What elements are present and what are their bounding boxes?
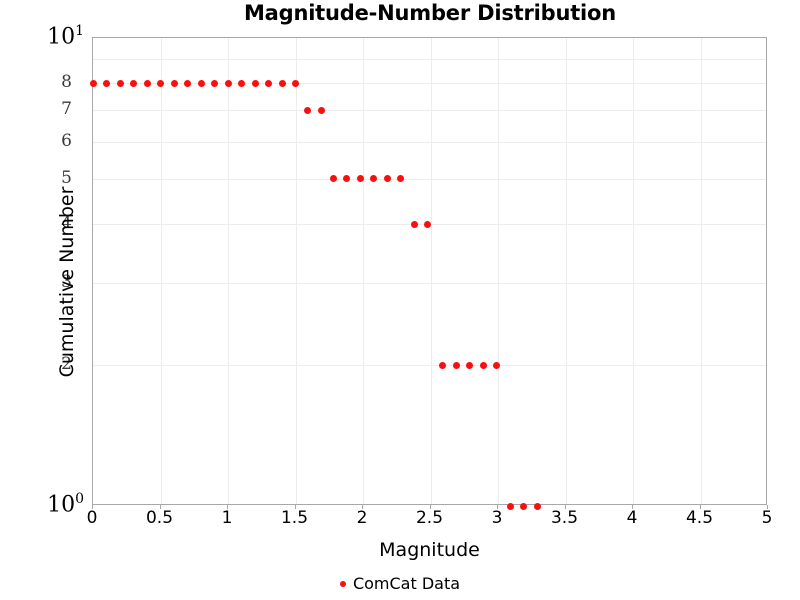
data-point [533,502,541,510]
y-axis-label: Cumulative Number [56,186,78,378]
y-tick-exponent: 0 [75,491,84,508]
legend-entry[interactable]: ComCat Data [339,574,461,593]
legend-label: ComCat Data [352,574,461,593]
data-points-layer [89,38,766,510]
x-tick-label: 2 [356,508,368,528]
y-tick-label-minor: 8 [61,72,72,93]
data-point [397,175,405,183]
x-tick-mark [632,505,633,509]
data-point [143,79,151,87]
data-point [130,79,137,87]
x-tick-mark [159,505,161,509]
y-tick-label-minor: 5 [61,167,72,188]
data-point [265,79,272,87]
x-tick-label: 5 [761,508,773,528]
data-point [370,175,378,183]
y-tick-label-minor: 3 [61,271,72,292]
x-tick-mark [362,505,363,509]
x-tick-label: 3 [491,508,503,528]
data-point [520,502,528,510]
x-tick-mark [767,505,768,509]
y-tick-label-major: 101 [47,23,84,50]
data-point [184,79,191,87]
data-point [278,79,286,87]
data-point [466,361,474,369]
data-point [224,79,232,87]
data-point [304,106,312,114]
x-axis-label: Magnitude [379,539,480,561]
x-tick-label: 4.5 [685,508,714,528]
x-tick-label: 0 [86,508,98,528]
y-tick-exponent: 1 [75,23,84,40]
data-point [343,175,351,183]
data-point [424,220,432,228]
data-point [452,361,460,369]
legend-marker-icon [339,580,346,587]
data-point [493,361,501,369]
y-tick-label-minor: 4 [61,213,72,234]
data-point [116,79,124,87]
x-tick-label: 0.5 [145,508,174,528]
data-point [439,361,447,369]
x-tick-label: 2.5 [415,508,444,528]
data-point [251,79,259,87]
plot-area [89,37,767,510]
data-point [170,79,178,87]
data-point [238,79,245,87]
data-point [383,175,391,183]
data-point [197,79,205,87]
data-point [329,175,337,183]
y-tick-label-minor: 2 [61,354,72,375]
y-tick-label-minor: 7 [61,99,72,120]
data-point [506,502,514,510]
x-tick-mark [227,505,228,509]
x-tick-mark [564,505,566,509]
x-tick-mark [699,505,701,509]
data-point [479,361,487,369]
y-tick-label-major: 100 [47,491,84,518]
data-point [356,175,364,183]
chart-legend: ComCat Data [0,574,800,593]
data-point [292,79,299,87]
x-tick-label: 1 [221,508,233,528]
x-tick-mark [294,505,296,509]
chart-title: Magnitude-Number Distribution [243,1,617,25]
data-point [89,79,97,87]
x-tick-label: 1.5 [280,508,309,528]
data-point [157,79,164,87]
x-tick-label: 4 [626,508,638,528]
x-tick-label: 3.5 [550,508,579,528]
x-tick-mark [92,505,93,509]
x-tick-mark [429,505,431,509]
data-point [317,106,325,114]
data-point [103,79,110,87]
data-point [211,79,218,87]
y-tick-label-minor: 6 [61,130,72,151]
data-point [410,220,418,228]
x-tick-mark [497,505,498,509]
